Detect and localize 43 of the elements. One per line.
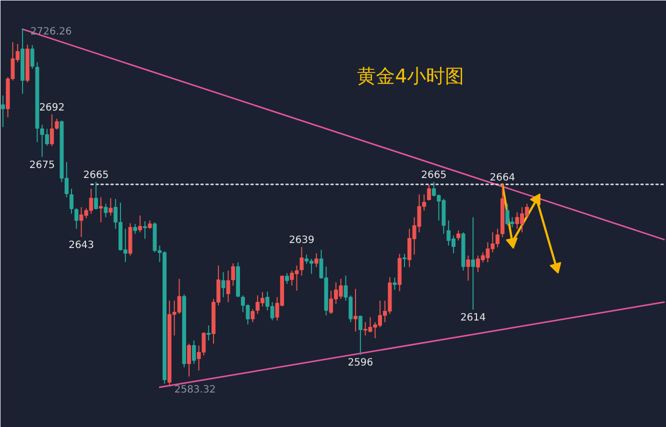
annotation: 2614 xyxy=(460,312,486,324)
annotation: 2596 xyxy=(348,358,374,369)
candlestick xyxy=(206,324,211,341)
candlestick xyxy=(94,181,98,210)
candlestick xyxy=(471,216,476,310)
candlestick xyxy=(402,253,406,268)
candlestick xyxy=(0,95,5,128)
candlestick xyxy=(250,308,255,323)
candlestick xyxy=(30,44,34,70)
candlestick xyxy=(226,270,230,303)
candlestick xyxy=(285,272,289,284)
text: 黄金4小时图 xyxy=(356,66,464,88)
candlestick xyxy=(54,118,59,130)
candlestick xyxy=(104,203,108,218)
candlestick xyxy=(108,198,113,216)
candlestick xyxy=(98,196,103,223)
candlestick xyxy=(138,214,142,233)
candlestick xyxy=(466,255,470,282)
annotation: 2726.26 xyxy=(30,26,72,38)
annotation: 2664 xyxy=(490,172,516,184)
annotation: 2643 xyxy=(68,240,94,252)
annotation: 2639 xyxy=(288,235,314,246)
candlestick xyxy=(300,246,304,276)
annotation: 2665 xyxy=(421,170,447,181)
candlestick xyxy=(392,277,397,290)
candlestick xyxy=(192,340,196,364)
candlestick xyxy=(358,315,362,356)
candlestick xyxy=(354,288,358,332)
candlestick xyxy=(70,188,74,214)
candlestick xyxy=(427,184,431,201)
annotation: 2583.32 xyxy=(174,384,216,396)
candlestick xyxy=(133,224,138,234)
candlestick xyxy=(231,262,236,286)
candlestick xyxy=(143,220,147,240)
candlestick xyxy=(187,343,191,378)
annotation: 2675 xyxy=(29,160,55,171)
candlestick xyxy=(50,114,54,147)
annotation: 2692 xyxy=(39,102,65,114)
candlestick xyxy=(74,208,78,230)
annotation: 2665 xyxy=(83,170,109,181)
candlestick xyxy=(221,272,226,298)
candlestick xyxy=(456,230,460,242)
candlestick xyxy=(314,252,318,268)
